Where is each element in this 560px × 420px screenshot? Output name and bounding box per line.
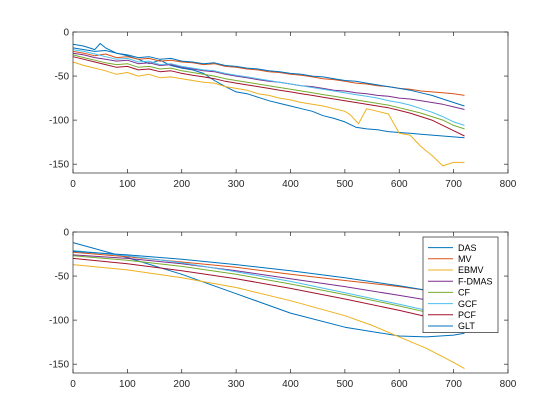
series-line-f-dmas: [72, 254, 465, 308]
x-tick-label: 0: [70, 179, 76, 190]
series-line-das: [72, 242, 465, 338]
plot-area-frame: [72, 31, 509, 174]
x-tick-label: 400: [282, 379, 299, 390]
legend-label-das: DAS: [458, 243, 477, 253]
legend-label-cf: CF: [458, 288, 470, 298]
x-tick-label: 700: [445, 379, 462, 390]
legend-label-glt: GLT: [458, 321, 475, 331]
series-line-series-4: [72, 52, 465, 110]
legend-label-ebmv: EBMV: [458, 265, 484, 275]
series-line-series-1: [72, 43, 465, 139]
y-tick-label: -100: [49, 316, 69, 327]
legend-label-f-dmas: F-DMAS: [458, 276, 493, 286]
series-line-glt: [72, 250, 465, 297]
x-tick-label: 300: [228, 179, 245, 190]
legend-label-mv: MV: [458, 254, 472, 264]
x-tick-label: 100: [119, 379, 136, 390]
y-tick-label: 0: [63, 228, 69, 239]
legend-box: [422, 236, 499, 333]
series-line-series-8: [72, 47, 465, 107]
x-tick-label: 800: [500, 179, 517, 190]
y-tick-label: -150: [49, 360, 69, 371]
top-chart-panel: 0 100 200 300 400 500 600 700 800 -150 -100 -50 0: [49, 28, 517, 191]
series-line-series-3: [72, 61, 465, 167]
x-tick-label: 500: [337, 179, 354, 190]
y-tick-label: -50: [55, 72, 70, 83]
x-tick-label: 200: [173, 179, 190, 190]
x-tick-label: 0: [70, 379, 76, 390]
y-tick-label: -150: [49, 160, 69, 171]
y-tick-label: -100: [49, 116, 69, 127]
series-line-series-7: [72, 56, 465, 137]
x-tick-label: 700: [445, 179, 462, 190]
x-tick-label: 400: [282, 179, 299, 190]
x-tick-label: 100: [119, 179, 136, 190]
series-line-cf: [72, 255, 465, 322]
y-tick-label: 0: [63, 28, 69, 39]
y-tick-label: -50: [55, 272, 70, 283]
series-line-series-5: [72, 54, 465, 130]
x-tick-label: 600: [391, 179, 408, 190]
x-tick-label: 600: [391, 379, 408, 390]
bottom-chart-panel: 0 100 200 300 400 500 600 700 800 -150 -100 -50 0 DAS…: [49, 228, 517, 391]
series-line-series-6: [72, 49, 465, 126]
x-tick-label: 800: [500, 379, 517, 390]
x-tick-label: 200: [173, 379, 190, 390]
series-line-ebmv: [72, 264, 465, 370]
x-tick-label: 300: [228, 379, 245, 390]
legend-label-pcf: PCF: [458, 310, 477, 320]
x-tick-label: 500: [337, 379, 354, 390]
legend-label-gcf: GCF: [458, 299, 478, 309]
